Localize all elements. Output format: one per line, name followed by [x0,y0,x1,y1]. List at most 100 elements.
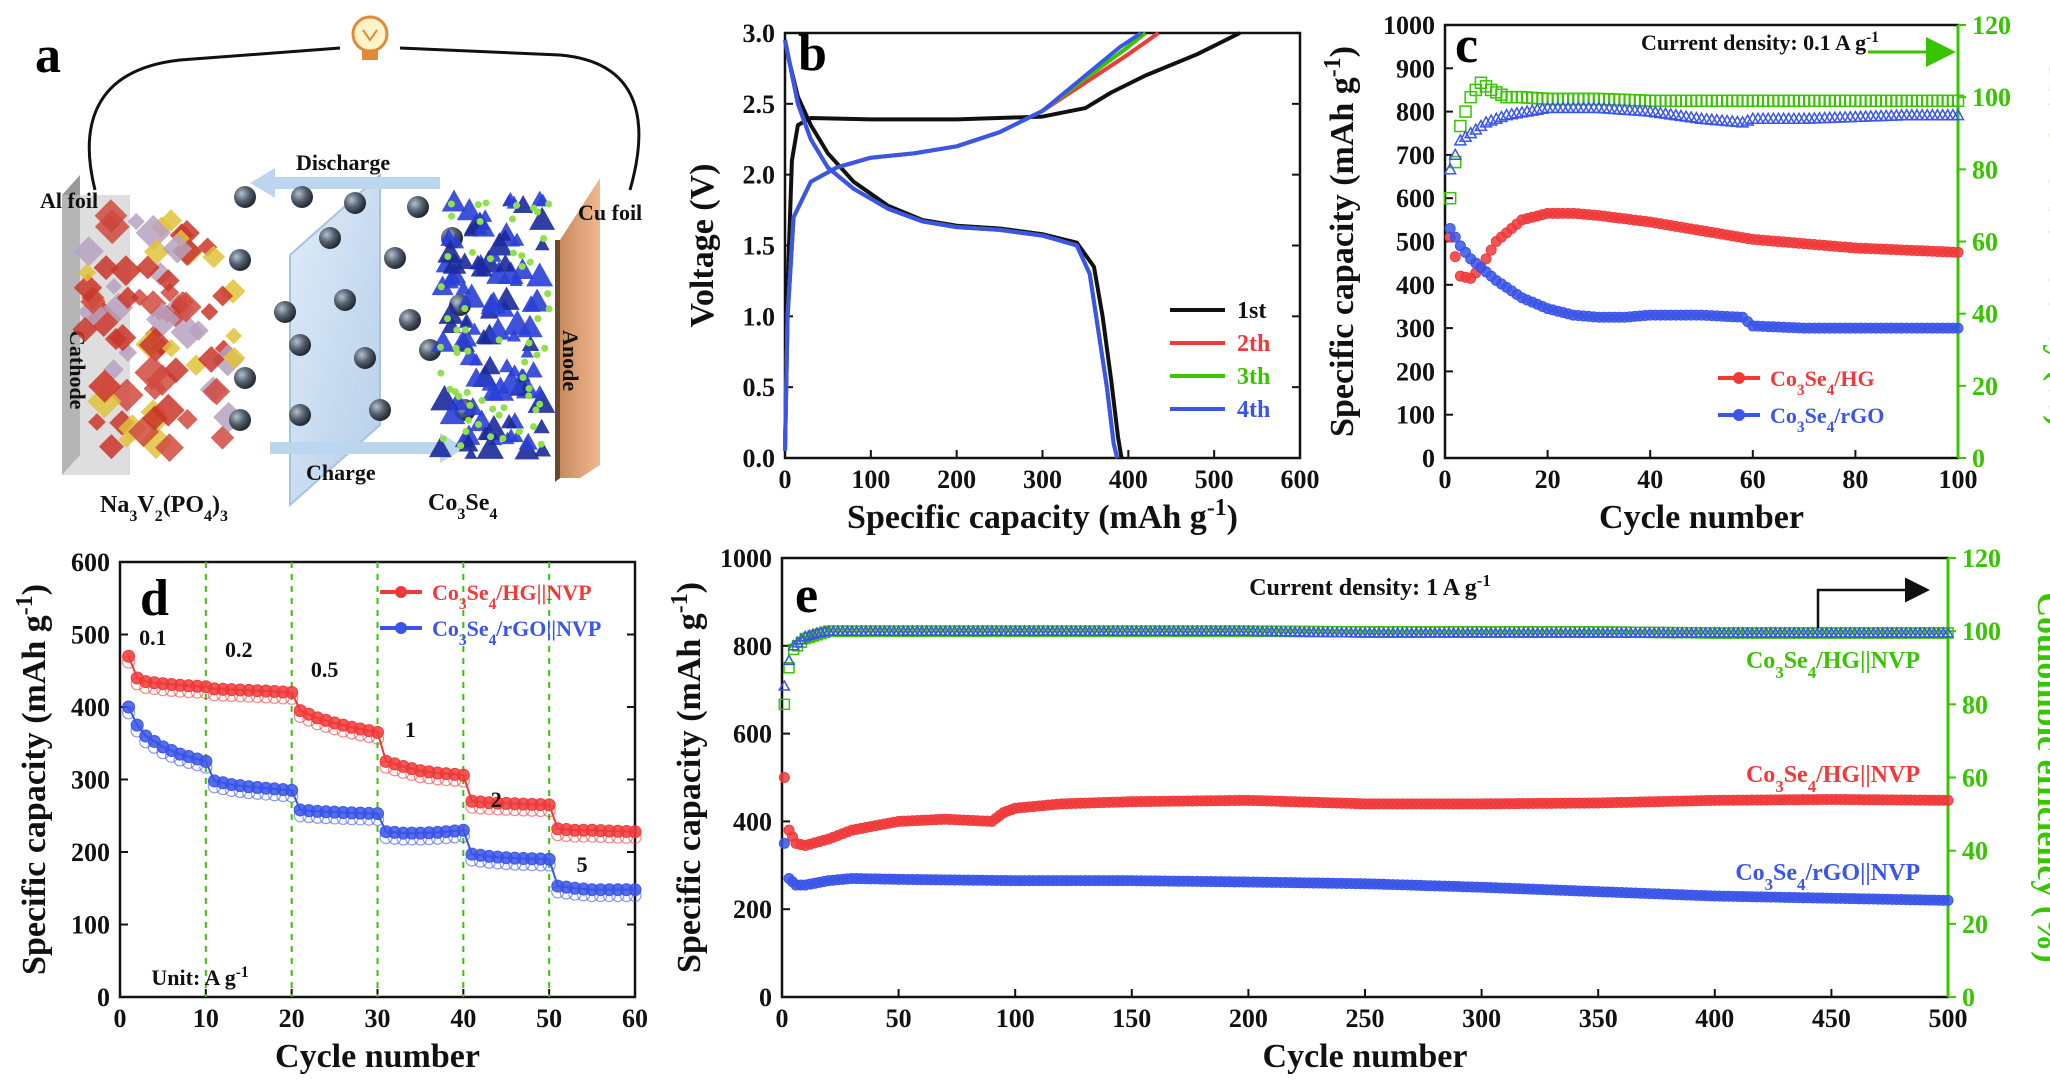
anode-atom [448,212,456,220]
x-tick-label: 300 [1462,1004,1501,1033]
data-point-open [576,829,591,843]
anode-atom [545,305,553,313]
data-point-open [413,769,428,784]
data-point-open [121,706,136,720]
series-line-1st-charge [783,31,1241,451]
data-point-open [396,832,410,846]
series-Co3Se4-HG-CE [1443,76,1965,205]
data-point [1951,108,1965,121]
y-tick-label: 900 [1396,54,1435,83]
data-point-open [336,811,350,825]
x-tick-label: 600 [1281,465,1320,494]
cathode-polyhedron [127,212,145,231]
x-tick-label: 250 [1346,1004,1385,1033]
cathode-polyhedron [72,316,98,343]
cathode-polyhedron [138,328,173,363]
x-axis-label: Cycle number [1599,499,1804,536]
x-tick-label: 30 [365,1004,391,1033]
anode-polyhedron [502,191,519,207]
legend-label: Co3Se4/HG||NVP [432,580,592,613]
sodium-ion [319,227,341,249]
x-tick-label: 40 [1637,465,1663,494]
data-point-open [473,854,488,868]
cathode-polyhedron [177,409,198,430]
data-point [778,698,791,711]
data-point [1535,101,1550,115]
data-point-open [242,785,256,800]
anode-polyhedron [506,328,522,342]
data-point-open [216,688,230,702]
data-point [1458,129,1473,143]
anode-polyhedron [470,256,493,277]
anode-polyhedron [486,261,512,284]
data-point [1952,322,1964,334]
anode-polyhedron [453,325,478,347]
data-point [1474,118,1488,132]
anode-polyhedron [518,432,538,450]
anode-atom [534,315,542,323]
anode-polyhedron [527,388,556,413]
x-tick-label: 450 [1812,1004,1851,1033]
data-point-open [362,812,376,826]
data-point-open [327,811,342,825]
cathode-polyhedron [98,434,124,460]
rate-label: 0.5 [311,657,339,682]
data-point-open [353,728,367,742]
anode-polyhedron [456,197,482,221]
anode-polyhedron [439,401,466,425]
y-tick-label: 500 [1396,228,1435,257]
plot-frame [783,31,1302,460]
data-point-open [190,685,204,699]
data-point-open [430,831,445,845]
data-point-open [353,812,367,826]
anode-atom [495,336,503,344]
x-tick-label: 100 [851,465,890,494]
data-point-open [619,888,634,903]
rate-label: 0.2 [225,637,253,662]
series-line-4th-charge [783,31,1143,451]
y2-tick-label: 80 [1962,690,1988,719]
data-point [1454,119,1467,133]
anode-atom [525,385,533,393]
cu-foil-edge [555,240,560,482]
y-tick-label: 0.0 [743,444,776,473]
series-Co3Se4-HG [1444,207,1964,284]
series-line-2th-discharge [783,39,1120,459]
data-point-open [370,812,385,826]
data-point-open [491,802,505,816]
y-tick-label: 300 [1396,314,1435,343]
data-point-open [139,680,153,695]
data-point-open [130,677,144,691]
data-point-open [602,830,616,844]
sodium-ion [369,399,391,421]
panel-e-label: e [795,567,818,624]
anode-polyhedron [431,330,456,352]
panel-c-label: c [1455,17,1478,74]
data-point [1449,231,1461,243]
data-point [1444,223,1456,235]
data-point-open [379,830,393,845]
anode-atom [525,339,533,347]
series-rGO-CE [778,624,1955,691]
anode-atom [518,263,526,271]
y-tick-label: 200 [71,838,110,867]
sodium-ion [274,301,296,323]
panel-b-label: b [798,25,827,82]
data-point [1941,626,1955,638]
data-point-open [448,773,462,787]
data-point-open [568,887,582,901]
series-Co3Se4-rGO--NVP [121,700,642,903]
data-point-open [465,800,479,814]
sodium-ion [289,334,311,356]
cathode-polyhedron [146,302,180,337]
rate-label: 0.1 [139,625,167,650]
anode-atom [540,234,548,242]
cathode-polyhedron [116,286,140,310]
legend-label: 3th [1237,364,1270,390]
data-point-open [559,886,573,900]
cu-foil-label: Cu foil [578,200,642,225]
sodium-ion [354,347,376,369]
data-point [1942,894,1954,906]
data-point-open [525,803,539,817]
y-tick-label: 1.0 [743,302,776,331]
